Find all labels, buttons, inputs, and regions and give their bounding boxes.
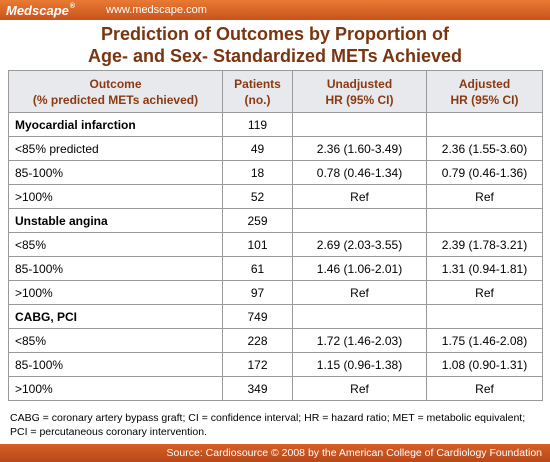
top-banner: Medscape® www.medscape.com [0,0,550,20]
table-row: <85% predicted 49 2.36 (1.60-3.49) 2.36 … [8,136,543,161]
outcome-cell: Unstable angina [8,208,223,233]
medscape-logo[interactable]: Medscape® [6,3,76,18]
unadjusted-cell: 1.72 (1.46-2.03) [292,328,427,353]
adjusted-cell: 0.79 (0.46-1.36) [426,160,543,185]
unadjusted-cell: Ref [292,376,427,401]
patients-cell: 52 [222,184,293,209]
patients-cell: 97 [222,280,293,305]
unadjusted-cell: 1.46 (1.06-2.01) [292,256,427,281]
patients-cell: 18 [222,160,293,185]
adjusted-cell: 2.39 (1.78-3.21) [426,232,543,257]
registered-mark: ® [69,3,76,10]
unadjusted-cell [292,112,427,137]
bottom-banner: Source: Cardiosource © 2008 by the Ameri… [0,444,550,462]
unadjusted-cell: Ref [292,280,427,305]
table-row: Myocardial infarction 119 [8,112,543,137]
patients-cell: 61 [222,256,293,281]
patients-cell: 101 [222,232,293,257]
adjusted-cell: Ref [426,376,543,401]
patients-cell: 228 [222,328,293,353]
patients-cell: 349 [222,376,293,401]
header-adjusted-hr: Adjusted HR (95% CI) [426,70,543,113]
table-row: <85% 228 1.72 (1.46-2.03) 1.75 (1.46-2.0… [8,328,543,353]
outcome-cell: >100% [8,376,223,401]
outcome-cell: <85% predicted [8,136,223,161]
unadjusted-cell [292,208,427,233]
outcomes-table: Outcome (% predicted METs achieved) Patie… [8,70,543,401]
adjusted-cell: Ref [426,184,543,209]
table-row: 85-100% 61 1.46 (1.06-2.01) 1.31 (0.94-1… [8,256,543,281]
table-row: >100% 52 Ref Ref [8,184,543,209]
unadjusted-cell: Ref [292,184,427,209]
unadjusted-cell: 0.78 (0.46-1.34) [292,160,427,185]
header-unadjusted-hr: Unadjusted HR (95% CI) [292,70,427,113]
adjusted-cell [426,304,543,329]
abbreviations-footnote: CABG = coronary artery bypass graft; CI … [10,411,546,439]
patients-cell: 749 [222,304,293,329]
table-row: >100% 97 Ref Ref [8,280,543,305]
patients-cell: 119 [222,112,293,137]
outcome-cell: <85% [8,328,223,353]
adjusted-cell: 1.31 (0.94-1.81) [426,256,543,281]
table-row: <85% 101 2.69 (2.03-3.55) 2.39 (1.78-3.2… [8,232,543,257]
outcome-cell: Myocardial infarction [8,112,223,137]
outcome-cell: >100% [8,280,223,305]
adjusted-cell [426,208,543,233]
adjusted-cell: 2.36 (1.55-3.60) [426,136,543,161]
patients-cell: 172 [222,352,293,377]
slide-title-line-1: Prediction of Outcomes by Proportion of [100,24,449,44]
footnote-line-1: CABG = coronary artery bypass graft; CI … [10,412,526,424]
adjusted-cell: 1.75 (1.46-2.08) [426,328,543,353]
adjusted-cell [426,112,543,137]
table-row: CABG, PCI 749 [8,304,543,329]
footnote-line-2: PCI = percutaneous coronary intervention… [10,426,207,438]
table-row: 85-100% 18 0.78 (0.46-1.34) 0.79 (0.46-1… [8,160,543,185]
adjusted-cell: Ref [426,280,543,305]
site-url[interactable]: www.medscape.com [106,4,207,16]
unadjusted-cell: 2.69 (2.03-3.55) [292,232,427,257]
source-credit: Source: Cardiosource © 2008 by the Ameri… [166,447,542,459]
adjusted-cell: 1.08 (0.90-1.31) [426,352,543,377]
header-patients: Patients (no.) [222,70,293,113]
patients-cell: 49 [222,136,293,161]
outcome-cell: 85-100% [8,256,223,281]
outcome-cell: 85-100% [8,160,223,185]
patients-cell: 259 [222,208,293,233]
table-row: Unstable angina 259 [8,208,543,233]
unadjusted-cell: 2.36 (1.60-3.49) [292,136,427,161]
unadjusted-cell [292,304,427,329]
table-row: 85-100% 172 1.15 (0.96-1.38) 1.08 (0.90-… [8,352,543,377]
table-header-row: Outcome (% predicted METs achieved) Patie… [8,70,543,113]
table-row: >100% 349 Ref Ref [8,376,543,401]
outcome-cell: <85% [8,232,223,257]
outcome-cell: >100% [8,184,223,209]
unadjusted-cell: 1.15 (0.96-1.38) [292,352,427,377]
outcome-cell: CABG, PCI [8,304,223,329]
outcome-cell: 85-100% [8,352,223,377]
header-outcome: Outcome (% predicted METs achieved) [8,70,223,113]
slide-title-line-2: Age- and Sex- Standardized METs Achieved [87,46,463,66]
